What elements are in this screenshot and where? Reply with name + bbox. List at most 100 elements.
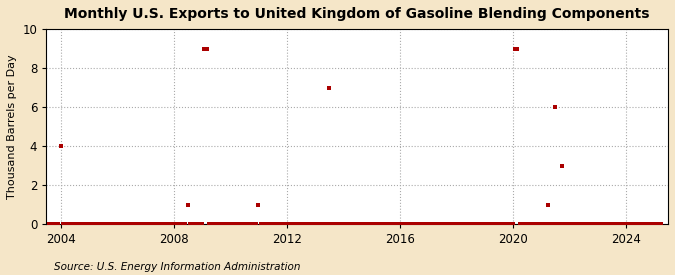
Point: [475, 222, 485, 226]
Point: [649, 222, 659, 226]
Point: [95, 222, 106, 226]
Point: [178, 222, 188, 226]
Point: [198, 46, 209, 51]
Point: [263, 222, 273, 226]
Point: [566, 222, 577, 226]
Point: [531, 222, 541, 226]
Point: [383, 222, 394, 226]
Point: [389, 222, 400, 226]
Point: [456, 222, 466, 226]
Point: [618, 222, 628, 226]
Point: [595, 222, 605, 226]
Point: [512, 46, 522, 51]
Point: [441, 222, 452, 226]
Point: [265, 222, 275, 226]
Point: [524, 222, 535, 226]
Point: [84, 222, 95, 226]
Point: [592, 222, 603, 226]
Point: [655, 222, 666, 226]
Point: [48, 222, 59, 226]
Point: [319, 222, 329, 226]
Point: [375, 222, 386, 226]
Point: [135, 222, 146, 226]
Point: [429, 222, 440, 226]
Point: [510, 46, 520, 51]
Point: [144, 222, 155, 226]
Point: [79, 222, 90, 226]
Point: [408, 222, 419, 226]
Point: [606, 222, 617, 226]
Point: [549, 105, 560, 109]
Point: [484, 222, 495, 226]
Point: [171, 222, 182, 226]
Point: [244, 222, 254, 226]
Point: [274, 222, 285, 226]
Point: [507, 222, 518, 226]
Point: [192, 222, 202, 226]
Point: [258, 222, 269, 226]
Point: [554, 222, 565, 226]
Point: [154, 222, 165, 226]
Point: [498, 222, 509, 226]
Point: [373, 222, 384, 226]
Point: [126, 222, 136, 226]
Point: [100, 222, 111, 226]
Point: [458, 222, 468, 226]
Point: [404, 222, 414, 226]
Point: [437, 222, 448, 226]
Point: [46, 222, 57, 226]
Point: [97, 222, 108, 226]
Point: [255, 222, 266, 226]
Point: [491, 222, 502, 226]
Point: [211, 222, 221, 226]
Point: [423, 222, 433, 226]
Point: [651, 222, 661, 226]
Point: [420, 222, 431, 226]
Point: [326, 222, 337, 226]
Point: [613, 222, 624, 226]
Point: [163, 222, 174, 226]
Point: [111, 222, 122, 226]
Y-axis label: Thousand Barrels per Day: Thousand Barrels per Day: [7, 54, 17, 199]
Point: [304, 222, 315, 226]
Point: [620, 222, 631, 226]
Point: [540, 222, 551, 226]
Point: [394, 222, 405, 226]
Point: [314, 222, 325, 226]
Point: [387, 222, 398, 226]
Point: [196, 222, 207, 226]
Point: [646, 222, 657, 226]
Point: [583, 222, 593, 226]
Point: [331, 222, 342, 226]
Point: [451, 222, 462, 226]
Point: [608, 222, 619, 226]
Point: [185, 222, 196, 226]
Point: [250, 222, 261, 226]
Point: [352, 222, 362, 226]
Point: [630, 222, 641, 226]
Point: [538, 222, 549, 226]
Point: [217, 222, 228, 226]
Point: [462, 222, 473, 226]
Point: [291, 222, 302, 226]
Point: [410, 222, 421, 226]
Point: [239, 222, 250, 226]
Point: [611, 222, 622, 226]
Point: [380, 222, 391, 226]
Point: [493, 222, 504, 226]
Point: [599, 222, 610, 226]
Point: [309, 222, 320, 226]
Point: [603, 222, 614, 226]
Point: [230, 222, 240, 226]
Point: [432, 222, 443, 226]
Point: [269, 222, 280, 226]
Point: [481, 222, 492, 226]
Point: [220, 222, 231, 226]
Point: [625, 222, 636, 226]
Point: [161, 222, 172, 226]
Point: [260, 222, 271, 226]
Point: [401, 222, 412, 226]
Point: [585, 222, 596, 226]
Point: [427, 222, 438, 226]
Point: [465, 222, 476, 226]
